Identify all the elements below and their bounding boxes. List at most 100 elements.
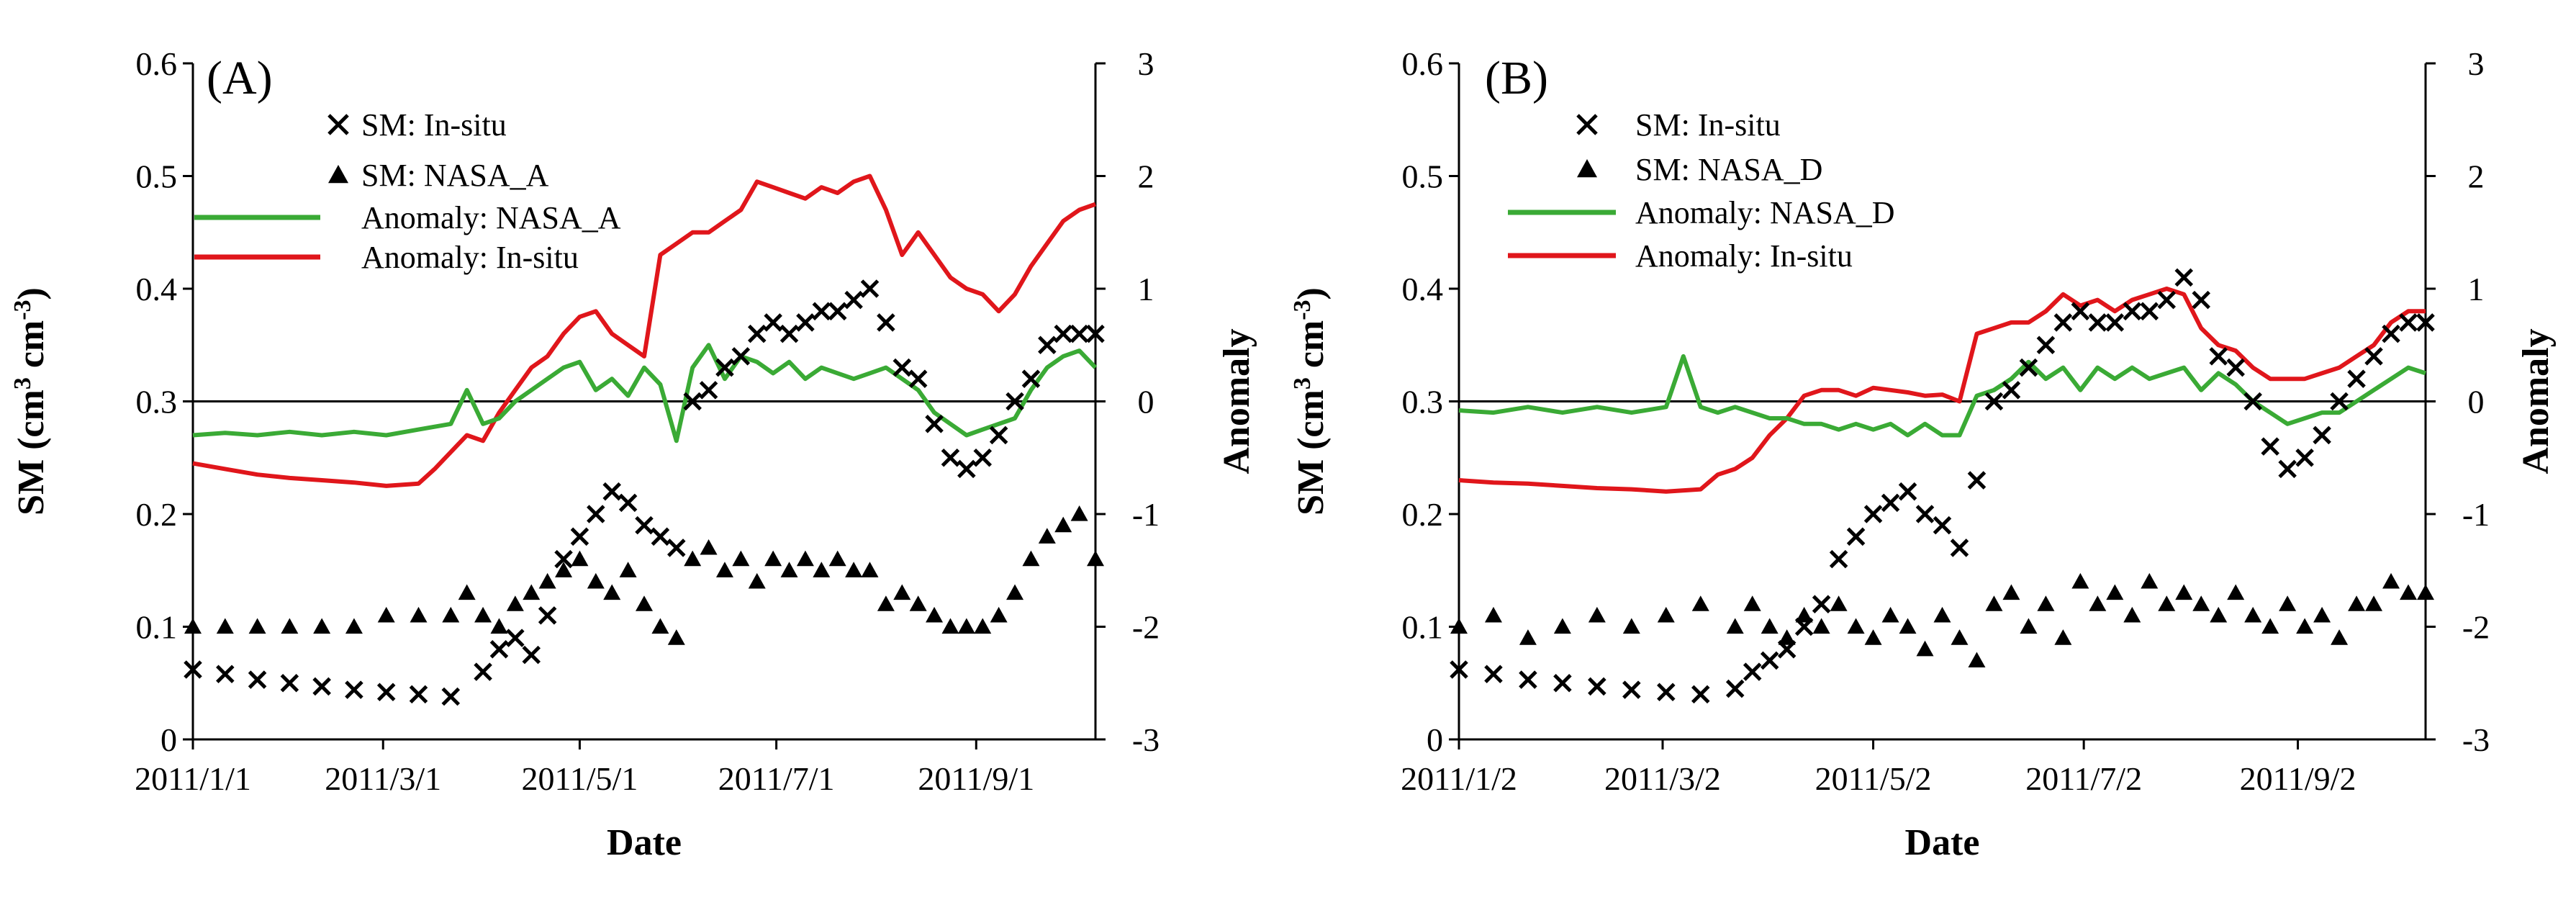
insitu-sm-point <box>812 302 831 321</box>
insitu-sm-point <box>908 369 928 388</box>
y2-axis-title: Anomaly <box>2516 328 2557 474</box>
nasa-sm-point <box>184 618 202 634</box>
nasa-sm-point <box>2089 595 2107 611</box>
nasa-sm-point <box>909 595 927 611</box>
insitu-sm-point <box>1898 482 1917 501</box>
insitu-sm-point <box>651 527 670 546</box>
x-axis-title: Date <box>607 822 682 863</box>
insitu-sm-points <box>1450 268 2435 704</box>
y-tick-label: 0.1 <box>136 609 178 646</box>
nasa-sm-point <box>345 618 363 634</box>
nasa-sm-point <box>2382 572 2400 589</box>
insitu-sm-point <box>1881 493 1900 513</box>
legend-label: SM: In-situ <box>1635 107 1781 143</box>
legend-label: Anomaly: NASA_A <box>361 200 621 235</box>
insitu-sm-point <box>1484 665 1503 683</box>
y-tick-label: 0.2 <box>136 496 178 533</box>
insitu-sm-point <box>699 381 718 400</box>
insitu-sm-point <box>2313 426 2331 445</box>
nasa-sm-point <box>1006 584 1024 600</box>
insitu-sm-point <box>1519 670 1537 689</box>
insitu-sm-point <box>409 685 428 704</box>
insitu-sm-point <box>635 515 654 535</box>
y2-tick-label: 0 <box>2468 384 2485 420</box>
y2-tick-label: 0 <box>1138 384 1154 420</box>
insitu-sm-point <box>844 290 863 310</box>
nasa-sm-point <box>780 562 798 577</box>
insitu-sm-point <box>618 493 638 513</box>
nasa-sm-point <box>990 606 1008 623</box>
insitu-sm-point <box>973 448 993 467</box>
nasa-sm-point <box>1847 618 1865 634</box>
nasa-sm-point <box>715 562 733 577</box>
nasa-sm-point <box>974 618 992 634</box>
nasa-sm-point <box>1553 618 1571 634</box>
nasa-sm-point <box>1899 618 1917 634</box>
insitu-sm-point <box>2347 369 2366 388</box>
insitu-sm-point <box>2261 437 2279 456</box>
nasa-sm-point <box>828 550 846 567</box>
nasa-sm-point <box>1761 618 1779 634</box>
y-axis-title-part: SM (cm <box>11 390 52 515</box>
nasa-sm-point <box>748 572 766 589</box>
nasa-sm-point <box>764 550 782 567</box>
insitu-sm-point <box>989 426 1008 445</box>
insitu-sm-point <box>184 660 202 679</box>
nasa-sm-point <box>2417 584 2434 600</box>
insitu-sm-point <box>941 448 960 467</box>
insitu-sm-point <box>1622 680 1641 699</box>
insitu-sm-point <box>764 313 782 332</box>
nasa-sm-point <box>490 618 508 634</box>
insitu-sm-point <box>1553 673 1572 693</box>
insitu-sm-point <box>602 482 621 501</box>
nasa-sm-point <box>861 562 879 577</box>
legend-x-icon <box>1576 114 1598 135</box>
nasa-sm-point <box>636 595 653 611</box>
nasa-sm-point <box>2020 618 2038 634</box>
insitu-sm-point <box>1967 471 1987 490</box>
insitu-sm-point <box>1863 505 1883 523</box>
insitu-sm-point <box>925 415 944 433</box>
insitu-sm-points <box>184 279 1105 706</box>
x-tick-label: 2011/7/1 <box>718 760 835 797</box>
y-axis-title: SM (cm3 cm-3) <box>9 287 53 515</box>
nasa-sm-point <box>845 562 863 577</box>
x-tick-label: 2011/3/2 <box>1604 760 1721 797</box>
nasa-sm-point <box>2261 618 2279 634</box>
insitu-sm-point <box>489 640 509 659</box>
nasa-sm-point <box>506 595 524 611</box>
insitu-sm-point <box>441 687 461 706</box>
nasa-sm-point <box>667 629 685 645</box>
insitu-sm-point <box>2019 358 2038 377</box>
y-axis-title-part: SM (cm <box>1291 390 1332 515</box>
nasa-sm-point <box>587 572 605 589</box>
legend-label: SM: NASA_A <box>361 158 549 193</box>
insitu-sm-point <box>1450 660 1468 679</box>
insitu-sm-point <box>2123 302 2142 321</box>
nasa-sm-point <box>2141 572 2159 589</box>
nasa-sm-point <box>1933 606 1951 623</box>
insitu-sm-point <box>2105 313 2125 332</box>
y2-tick-label: -2 <box>1132 609 1160 646</box>
insitu-sm-point <box>860 279 880 298</box>
chart-panel-a: 0 0.1 0.2 0.3 0.4 0.5 0.6 -3 -2 -1 0 1 2 3 2011/1/1 201… <box>9 45 1258 863</box>
nasa-sm-point <box>2071 572 2089 589</box>
nasa-sm-point <box>538 572 556 589</box>
nasa-sm-point <box>2123 606 2141 623</box>
nasa-sm-point <box>571 550 589 567</box>
nasa-sm-point <box>458 584 476 600</box>
x-axis-title: Date <box>1905 822 1980 863</box>
nasa-sm-point <box>442 606 460 623</box>
y-axis-title-part: -3 <box>1289 300 1316 320</box>
insitu-sm-point <box>1846 527 1866 546</box>
insitu-sm-point <box>1021 369 1041 388</box>
y-tick-label: 0.6 <box>136 45 178 82</box>
y-axis-title-part: -3 <box>9 300 36 320</box>
insitu-sm-point <box>1086 324 1105 343</box>
insitu-sm-point <box>1588 677 1606 696</box>
y2-tick-label: 3 <box>2468 45 2485 82</box>
nasa-sm-point <box>877 595 895 611</box>
insitu-sm-point <box>796 313 815 332</box>
insitu-sm-point <box>2399 313 2418 332</box>
nasa-sm-point <box>2365 595 2383 611</box>
